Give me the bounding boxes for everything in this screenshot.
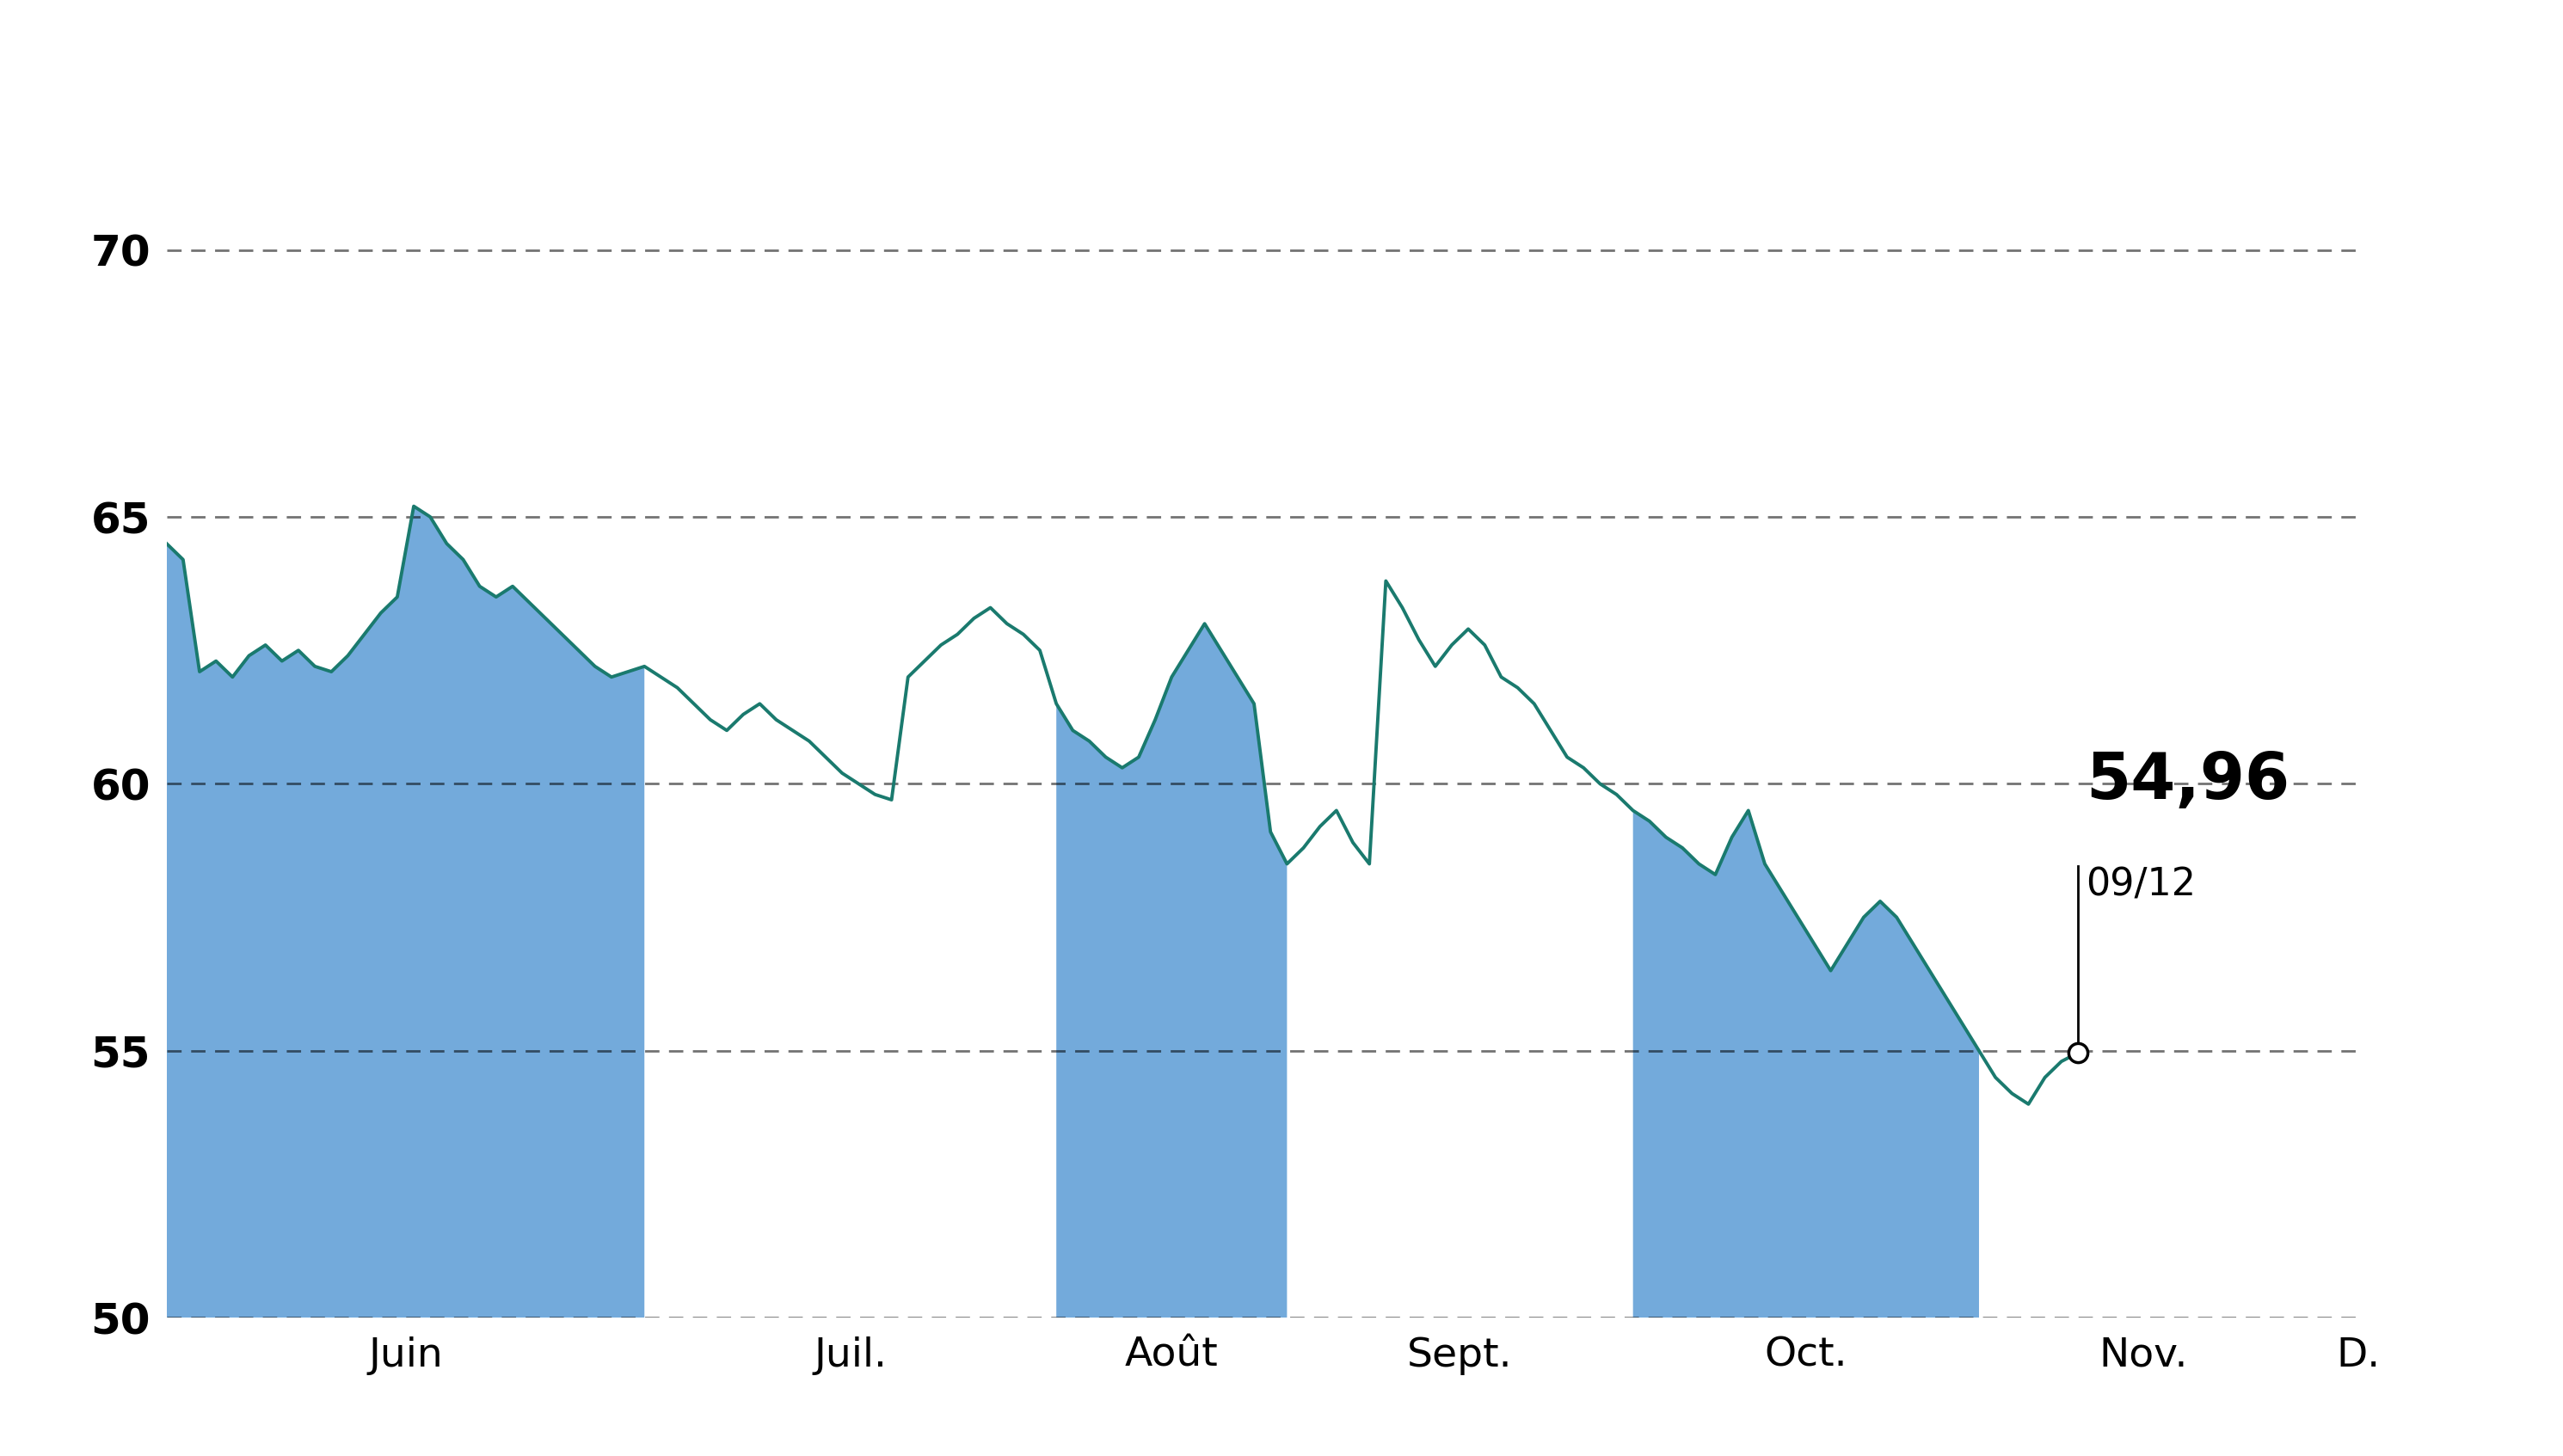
- Text: 09/12: 09/12: [2086, 866, 2196, 903]
- Text: TOTALENERGIES: TOTALENERGIES: [792, 32, 1771, 135]
- Text: 54,96: 54,96: [2086, 750, 2291, 812]
